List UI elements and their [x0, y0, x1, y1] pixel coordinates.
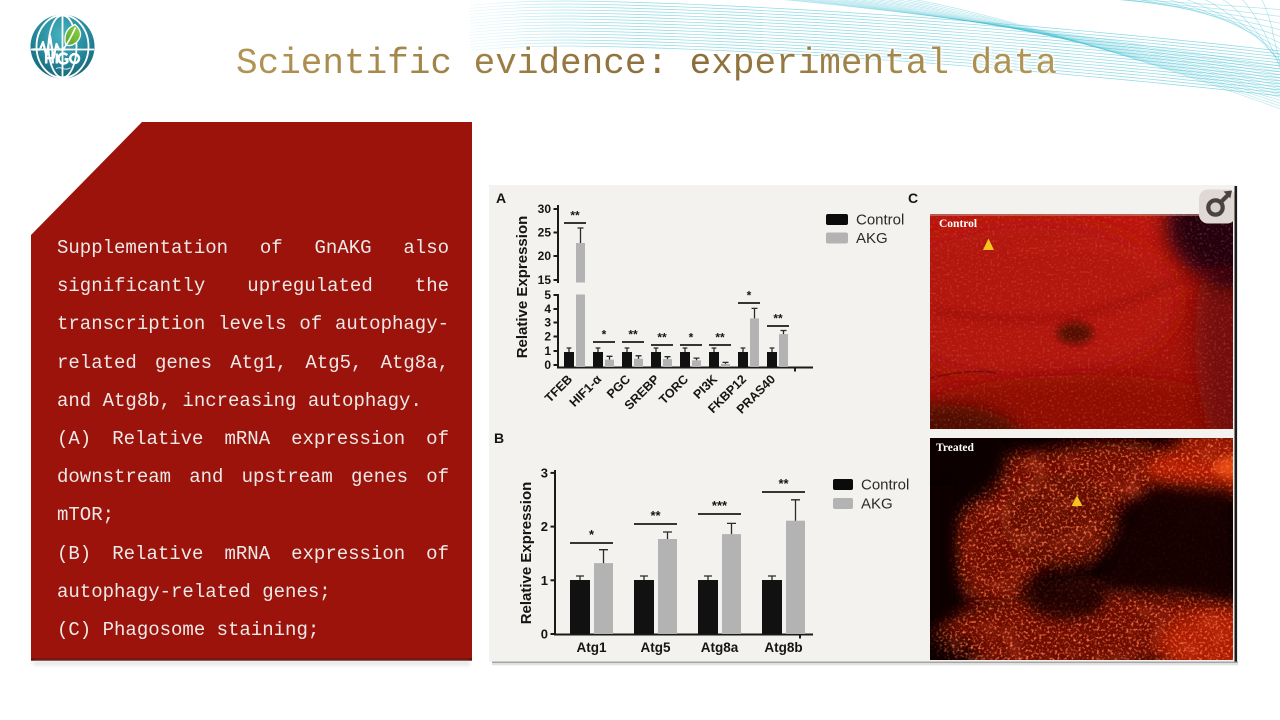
- svg-text:25: 25: [538, 226, 552, 240]
- svg-text:Relative Expression: Relative Expression: [514, 216, 531, 359]
- svg-text:**: **: [570, 209, 580, 223]
- svg-text:Atg8a: Atg8a: [701, 640, 739, 655]
- svg-text:**: **: [628, 328, 638, 342]
- svg-text:0: 0: [541, 627, 548, 642]
- svg-text:0: 0: [544, 358, 551, 372]
- svg-text:AKG: AKG: [861, 496, 893, 513]
- svg-text:*: *: [689, 331, 694, 345]
- svg-text:**: **: [773, 312, 783, 326]
- svg-text:4: 4: [544, 302, 551, 316]
- svg-text:1: 1: [544, 344, 551, 358]
- svg-text:Control: Control: [939, 218, 977, 230]
- svg-text:3: 3: [544, 316, 551, 330]
- svg-text:Atg1: Atg1: [577, 640, 607, 655]
- svg-text:AKG: AKG: [856, 230, 888, 247]
- svg-text:*: *: [589, 527, 595, 542]
- svg-text:**: **: [657, 331, 667, 345]
- svg-text:**: **: [715, 331, 725, 345]
- svg-text:30: 30: [538, 202, 552, 216]
- svg-text:***: ***: [712, 498, 728, 513]
- svg-text:Control: Control: [861, 477, 909, 494]
- svg-text:1: 1: [541, 573, 548, 588]
- svg-text:**: **: [650, 508, 661, 523]
- svg-text:Relative Expression: Relative Expression: [518, 482, 535, 625]
- svg-text:B: B: [494, 430, 504, 446]
- svg-text:*: *: [602, 328, 607, 342]
- svg-text:**: **: [778, 476, 789, 491]
- svg-text:A: A: [496, 190, 506, 206]
- svg-text:Atg5: Atg5: [641, 640, 671, 655]
- svg-text:2: 2: [544, 330, 551, 344]
- svg-text:3: 3: [541, 465, 548, 480]
- svg-text:2: 2: [541, 519, 548, 534]
- svg-text:Atg8b: Atg8b: [764, 640, 802, 655]
- svg-text:5: 5: [544, 288, 551, 302]
- svg-text:*: *: [747, 289, 752, 303]
- svg-text:C: C: [908, 190, 918, 206]
- svg-text:Treated: Treated: [936, 442, 975, 454]
- svg-text:Control: Control: [856, 212, 904, 229]
- svg-text:20: 20: [538, 249, 552, 263]
- svg-text:15: 15: [538, 273, 552, 287]
